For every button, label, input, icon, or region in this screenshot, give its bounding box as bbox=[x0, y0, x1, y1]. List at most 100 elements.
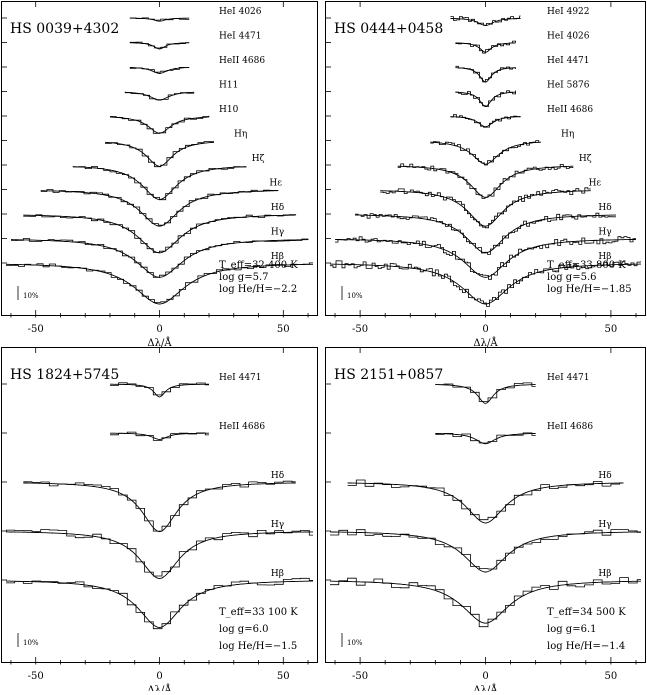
model-fit-curve bbox=[40, 190, 279, 227]
x-tick-label: -50 bbox=[28, 671, 44, 682]
observed-spectrum bbox=[347, 479, 624, 521]
model-fit-curve bbox=[329, 531, 642, 573]
observed-spectrum bbox=[455, 65, 516, 83]
observed-spectrum bbox=[450, 114, 521, 128]
observed-spectrum bbox=[380, 187, 591, 229]
fit-parameter: T_eff=33 100 K bbox=[219, 607, 298, 618]
observed-spectrum bbox=[455, 90, 516, 107]
model-fit-curve bbox=[347, 482, 624, 524]
line-label: Hβ bbox=[271, 252, 284, 262]
observed-spectrum bbox=[330, 260, 641, 307]
fit-parameter: log g=6.1 bbox=[547, 624, 596, 635]
line-label: HeI 4026 bbox=[547, 32, 590, 42]
model-fit-curve bbox=[355, 214, 616, 254]
x-tick-label: 0 bbox=[482, 324, 488, 335]
observed-spectrum bbox=[6, 577, 313, 630]
line-label: HeII 4686 bbox=[219, 56, 265, 66]
fit-parameter: log He/H=−1.85 bbox=[547, 284, 632, 295]
observed-spectrum bbox=[335, 236, 636, 280]
x-tick-label: 50 bbox=[277, 671, 290, 682]
model-fit-curve bbox=[430, 141, 541, 165]
panel-title: HS 2151+0857 bbox=[334, 367, 443, 383]
line-label: HeII 4686 bbox=[219, 422, 265, 432]
line-label: H11 bbox=[219, 81, 238, 91]
observed-spectrum bbox=[397, 163, 574, 199]
model-fit-curve bbox=[450, 116, 521, 128]
line-label: Hζ bbox=[579, 154, 592, 164]
panel-hs2151: HS 2151+0857 -50 0 50 Δλ/Å 10% T_eff=34 500 K l… bbox=[325, 347, 646, 695]
model-fit-curve bbox=[334, 238, 637, 278]
model-fit-curve bbox=[330, 580, 641, 624]
observed-spectrum bbox=[6, 262, 313, 303]
observed-spectrum bbox=[40, 189, 279, 226]
model-fit-curve bbox=[380, 190, 591, 227]
model-fit-curve bbox=[435, 433, 536, 445]
panel-title: HS 0039+4302 bbox=[10, 21, 119, 37]
line-label: Hη bbox=[234, 130, 247, 140]
fit-parameter: T_eff=34 500 K bbox=[547, 607, 626, 618]
x-tick-label: 50 bbox=[605, 671, 618, 682]
fit-parameter: log g=5.6 bbox=[547, 272, 596, 283]
line-label: Hγ bbox=[271, 520, 284, 530]
fit-parameter: log g=6.0 bbox=[219, 624, 268, 635]
line-label: HeI 4471 bbox=[219, 373, 262, 383]
line-label: HeII 4686 bbox=[547, 422, 593, 432]
model-fit-curve bbox=[330, 263, 641, 305]
line-label: Hδ bbox=[598, 203, 611, 213]
x-tick-label: 0 bbox=[156, 324, 162, 335]
x-tick-label: -50 bbox=[352, 671, 368, 682]
observed-spectrum bbox=[455, 40, 516, 54]
scale-bar-label: 10% bbox=[23, 639, 39, 647]
line-label: Hδ bbox=[271, 203, 284, 213]
observed-spectrum bbox=[23, 214, 297, 253]
observed-spectrum bbox=[110, 431, 209, 441]
model-fit-curve bbox=[435, 384, 536, 404]
line-label: Hδ bbox=[271, 471, 284, 481]
model-fit-curve bbox=[104, 141, 215, 167]
observed-spectrum bbox=[355, 212, 616, 255]
x-tick-label: 50 bbox=[605, 324, 618, 335]
x-tick-label: -50 bbox=[28, 324, 44, 335]
observed-spectrum bbox=[72, 166, 247, 201]
observed-spectrum bbox=[129, 67, 190, 73]
line-label: Hγ bbox=[271, 228, 284, 238]
line-label: HeII 4686 bbox=[547, 105, 593, 115]
x-axis-label: Δλ/Å bbox=[473, 337, 498, 349]
model-fit-curve bbox=[23, 214, 296, 254]
model-fit-curve bbox=[397, 165, 574, 198]
fit-parameter: log g=5.7 bbox=[219, 272, 268, 283]
model-fit-curve bbox=[6, 531, 313, 579]
fit-parameter: log He/H=−1.4 bbox=[547, 641, 625, 652]
line-label: Hη bbox=[561, 130, 574, 140]
observed-spectrum bbox=[450, 15, 521, 26]
line-label: Hβ bbox=[271, 569, 284, 579]
x-tick-label: -50 bbox=[352, 324, 368, 335]
model-fit-curve bbox=[450, 17, 521, 27]
line-label: Hζ bbox=[252, 154, 265, 164]
scale-bar-label: 10% bbox=[23, 292, 39, 300]
observed-spectrum bbox=[129, 41, 190, 49]
line-label: Hγ bbox=[598, 520, 611, 530]
model-fit-curve bbox=[110, 383, 209, 398]
x-axis-label: Δλ/Å bbox=[473, 684, 498, 691]
line-label: Hβ bbox=[598, 252, 611, 262]
observed-spectrum bbox=[124, 92, 195, 101]
line-label: HeI 5876 bbox=[547, 81, 590, 91]
observed-spectrum bbox=[435, 432, 536, 444]
x-axis-label: Δλ/Å bbox=[147, 684, 172, 691]
observed-spectrum bbox=[110, 382, 209, 396]
x-axis-label: Δλ/Å bbox=[147, 337, 172, 349]
line-label: HeI 4471 bbox=[219, 32, 262, 42]
observed-spectrum bbox=[23, 480, 296, 532]
line-label: Hδ bbox=[598, 471, 611, 481]
observed-spectrum bbox=[330, 529, 641, 570]
scale-bar-label: 10% bbox=[347, 639, 363, 647]
observed-spectrum bbox=[330, 577, 641, 628]
line-label: Hγ bbox=[598, 228, 611, 238]
panel-title: HS 0444+0458 bbox=[334, 21, 443, 37]
x-tick-label: 50 bbox=[277, 324, 290, 335]
line-label: HeI 4471 bbox=[547, 373, 590, 383]
